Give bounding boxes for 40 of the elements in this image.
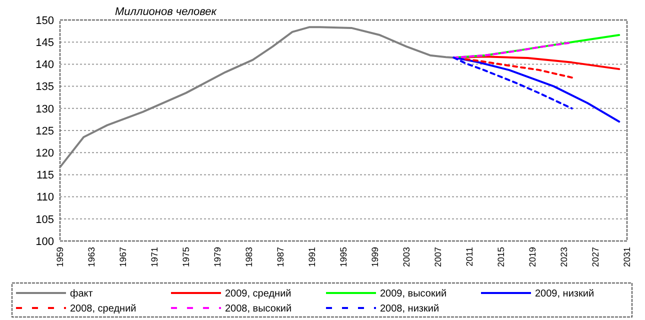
y-tick-label: 140 bbox=[36, 59, 54, 72]
x-tick-label: 1995 bbox=[338, 247, 349, 268]
y-axis-title: Миллионов человек bbox=[115, 6, 218, 18]
y-tick-label: 150 bbox=[36, 14, 54, 27]
y-tick-label: 115 bbox=[36, 170, 54, 182]
x-tick-label: 2007 bbox=[433, 247, 444, 268]
x-tick-label: 2019 bbox=[528, 247, 538, 268]
line-series bbox=[59, 26, 455, 168]
x-tick-label: 1979 bbox=[212, 247, 223, 268]
x-tick-label: 1959 bbox=[55, 247, 66, 268]
x-tick-label: 1971 bbox=[150, 247, 160, 268]
legend-label: 2008, средний bbox=[70, 304, 136, 314]
y-tick-label: 120 bbox=[36, 147, 54, 160]
x-tick-label: 1967 bbox=[118, 247, 128, 268]
x-tick-label: 2023 bbox=[559, 247, 570, 268]
y-tick-label: 125 bbox=[36, 125, 54, 138]
x-tick-label: 2027 bbox=[590, 247, 601, 268]
legend-label: 2009, высокий bbox=[380, 288, 447, 300]
x-tick-label: 2031 bbox=[622, 247, 632, 268]
x-tick-label: 1975 bbox=[181, 247, 192, 268]
x-tick-label: 2003 bbox=[402, 247, 412, 268]
x-tick-label: 1987 bbox=[276, 247, 286, 268]
y-tick-label: 110 bbox=[36, 192, 54, 204]
y-tick-label: 100 bbox=[36, 236, 54, 248]
legend-label: 2009, низкий bbox=[535, 288, 594, 300]
x-tick-label: 2015 bbox=[496, 247, 506, 268]
x-tick-label: 1963 bbox=[86, 247, 97, 268]
x-tick-label: 1991 bbox=[307, 247, 318, 268]
legend-label: факт bbox=[70, 288, 94, 300]
y-tick-label: 130 bbox=[36, 103, 54, 116]
legend-label: 2009, средний bbox=[225, 288, 292, 300]
legend-label: 2008, низкий bbox=[380, 304, 440, 314]
x-tick-label: 1983 bbox=[244, 247, 254, 268]
y-tick-label: 135 bbox=[36, 81, 54, 94]
x-tick-label: 2011 bbox=[464, 247, 475, 266]
y-tick-label: 105 bbox=[36, 214, 54, 226]
line-series bbox=[452, 42, 570, 59]
y-tick-label: 145 bbox=[36, 36, 54, 49]
x-tick-label: 1999 bbox=[370, 247, 380, 268]
legend-label: 2008, высокий bbox=[225, 304, 292, 314]
